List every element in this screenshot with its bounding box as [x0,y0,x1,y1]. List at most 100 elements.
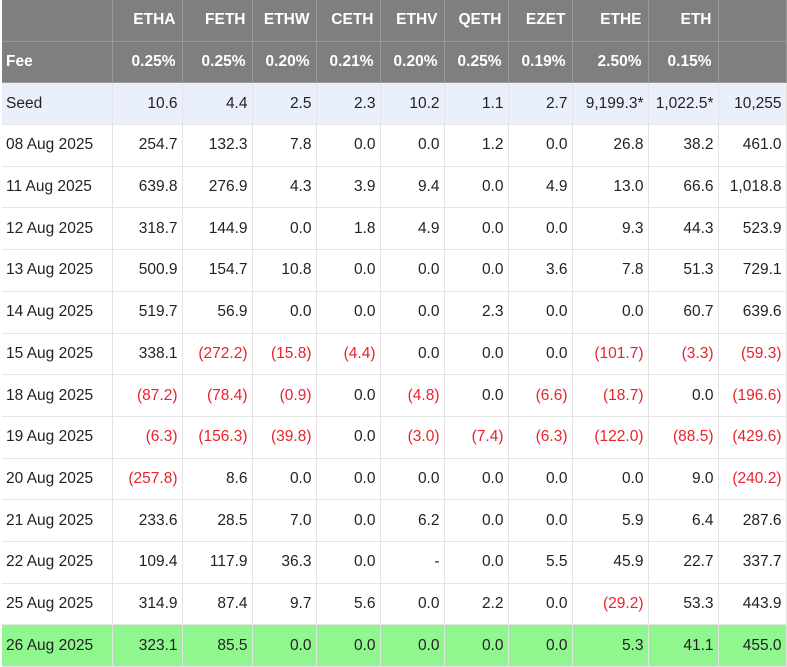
row-date: 13 Aug 2025 [2,249,113,292]
flow-cell: 0.0 [572,291,649,334]
flow-cell: 53.3 [648,583,719,626]
flow-cell: 314.9 [112,583,183,626]
row-date: 20 Aug 2025 [2,458,113,501]
flow-cell: 10.6 [112,82,183,126]
flow-cell: 337.7 [718,541,787,584]
flow-cell: (87.2) [112,374,183,417]
table-row: 15 Aug 2025 338.1 (272.2) (15.8) (4.4) 0.0 0.0… [2,333,787,376]
flow-cell: (6.6) [508,374,573,417]
flow-cell: 461.0 [718,124,787,167]
flow-cell: (4.8) [380,374,445,417]
row-date: 12 Aug 2025 [2,207,113,251]
flow-cell: 7.0 [252,499,317,542]
ticker-header-row: ETHA FETH ETHW CETH ETHV QETH EZET ETHE … [2,0,787,42]
flow-cell: 0.0 [380,458,445,501]
flow-cell: 0.0 [252,291,317,334]
fee-label: Fee [2,41,113,84]
fee-row: Fee 0.25% 0.25% 0.20% 0.21% 0.20% 0.25% … [2,41,787,84]
flow-cell: 0.0 [508,291,573,334]
table-row: 21 Aug 2025 233.6 28.5 7.0 0.0 6.2 0.0 0.0 5.9 6.… [2,499,787,542]
flow-cell: 0.0 [380,624,445,667]
fee-cell: 0.19% [508,41,573,84]
flow-cell: 233.6 [112,499,183,542]
flow-cell: 9.7 [252,583,317,626]
flow-cell: (6.3) [508,416,573,459]
ticker-header-ezet: EZET [508,0,573,42]
flow-cell: 36.3 [252,541,317,584]
flow-cell: 144.9 [182,207,253,251]
flow-cell: 5.3 [572,624,649,667]
flow-cell: 0.0 [316,499,381,542]
flow-cell: 0.0 [508,207,573,251]
flow-cell: 9.0 [648,458,719,501]
ticker-header-ethv: ETHV [380,0,445,42]
flow-cell: 0.0 [444,624,509,667]
ticker-header-feth: FETH [182,0,253,42]
flow-cell: 0.0 [252,624,317,667]
flow-cell: (257.8) [112,458,183,501]
flow-cell: 254.7 [112,124,183,167]
flow-cell: 7.8 [252,124,317,167]
row-date: 21 Aug 2025 [2,499,113,542]
fee-cell: 0.20% [380,41,445,84]
flow-cell: 0.0 [380,583,445,626]
table-row: 14 Aug 2025 519.7 56.9 0.0 0.0 0.0 2.3 0.0 0.0 60… [2,291,787,334]
flow-cell: (6.3) [112,416,183,459]
flow-cell: 0.0 [444,249,509,292]
flow-cell: 0.0 [316,624,381,667]
row-date: 08 Aug 2025 [2,124,113,167]
flow-cell: 2.3 [316,82,381,126]
highlighted-row: 26 Aug 2025 323.1 85.5 0.0 0.0 0.0 0.0 0.0 5.3 41… [2,624,787,667]
flow-cell: 523.9 [718,207,787,251]
ticker-header-eth: ETH [648,0,719,42]
flow-cell: 26.8 [572,124,649,167]
row-date: 26 Aug 2025 [2,624,113,667]
flow-cell: 287.6 [718,499,787,542]
row-date: 25 Aug 2025 [2,583,113,626]
flow-cell: (3.3) [648,333,719,376]
fee-cell: 0.25% [182,41,253,84]
flow-cell: 1.1 [444,82,509,126]
flow-cell: 729.1 [718,249,787,292]
flow-cell: 7.8 [572,249,649,292]
flow-cell: (4.4) [316,333,381,376]
flow-cell: 639.6 [718,291,787,334]
flow-cell: 0.0 [444,541,509,584]
ticker-header-ethe: ETHE [572,0,649,42]
table-row: 19 Aug 2025 (6.3) (156.3) (39.8) 0.0 (3.0) (7.… [2,416,787,459]
row-date: 19 Aug 2025 [2,416,113,459]
flow-cell: (39.8) [252,416,317,459]
ticker-header-ceth: CETH [316,0,381,42]
flow-cell: 0.0 [316,249,381,292]
flow-cell: 8.6 [182,458,253,501]
flow-cell: (101.7) [572,333,649,376]
flow-cell: 45.9 [572,541,649,584]
flow-cell: (196.6) [718,374,787,417]
flow-cell: 3.9 [316,166,381,209]
flow-cell: 443.9 [718,583,787,626]
flow-cell: 1,022.5* [648,82,719,126]
flow-cell: 323.1 [112,624,183,667]
flow-cell: (240.2) [718,458,787,501]
flow-cell: 0.0 [444,166,509,209]
flow-cell: 41.1 [648,624,719,667]
flow-cell: 0.0 [252,458,317,501]
flow-cell: (7.4) [444,416,509,459]
flow-cell: 0.0 [316,541,381,584]
fee-cell: 0.25% [444,41,509,84]
flow-cell: 0.0 [444,374,509,417]
flow-cell: 519.7 [112,291,183,334]
flow-cell: 500.9 [112,249,183,292]
flow-rows: Seed 10.6 4.4 2.5 2.3 10.2 1.1 2.7 9,199.3* 1,022… [2,82,787,667]
flow-cell: 9.3 [572,207,649,251]
flow-cell: (0.9) [252,374,317,417]
flow-cell: 0.0 [508,624,573,667]
table-row: 20 Aug 2025 (257.8) 8.6 0.0 0.0 0.0 0.0 0.0 0.0 9… [2,458,787,501]
flow-cell: 0.0 [508,583,573,626]
flow-cell: 117.9 [182,541,253,584]
fee-cell: 0.15% [648,41,719,84]
flow-cell: 0.0 [444,333,509,376]
table-row: 25 Aug 2025 314.9 87.4 9.7 5.6 0.0 2.2 0.0 (29.2… [2,583,787,626]
row-date: 14 Aug 2025 [2,291,113,334]
flow-cell: (156.3) [182,416,253,459]
